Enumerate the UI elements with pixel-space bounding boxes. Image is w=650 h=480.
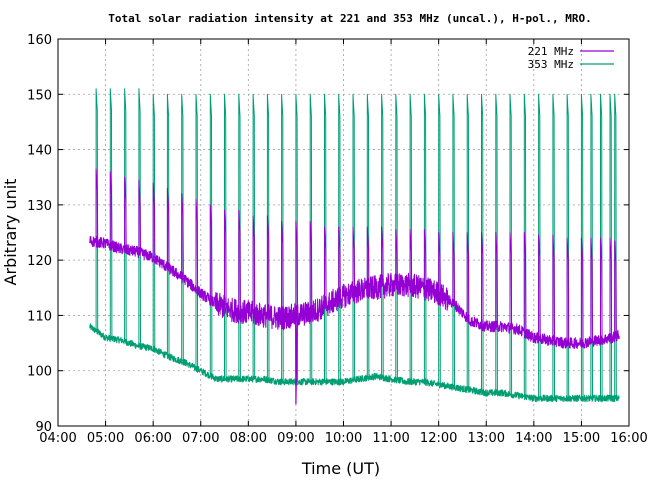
plot-frame: [57, 38, 630, 427]
y-tick-label: 100: [27, 365, 52, 380]
axis-ticks: 04:00 05:00 06:00 07:00 08:00 09:00 10:00 11:00…: [27, 33, 648, 446]
x-tick-label: 15:00: [563, 431, 600, 446]
y-tick-label: 150: [27, 88, 52, 103]
series-353-mhz-line: [89, 88, 620, 403]
legend-label-221: 221 MHz: [528, 45, 574, 58]
x-axis-label: Time (UT): [301, 459, 380, 478]
x-tick-label: 08:00: [230, 431, 267, 446]
x-tick-label: 05:00: [87, 431, 124, 446]
x-tick-label: 06:00: [134, 431, 171, 446]
x-tick-label: 16:00: [610, 431, 647, 446]
y-tick-label: 120: [27, 254, 52, 269]
y-tick-label: 140: [27, 144, 52, 159]
y-tick-label: 130: [27, 199, 52, 214]
y-tick-label: 160: [27, 33, 52, 48]
x-tick-label: 11:00: [372, 431, 409, 446]
grid-lines: [58, 39, 629, 426]
y-tick-label: 90: [35, 420, 52, 435]
series-221-path: [89, 168, 620, 405]
legend: 221 MHz 353 MHz: [528, 45, 614, 71]
x-tick-label: 04:00: [39, 431, 76, 446]
x-tick-label: 13:00: [468, 431, 505, 446]
x-tick-label: 12:00: [420, 431, 457, 446]
x-tick-label: 10:00: [325, 431, 362, 446]
chart-title: Total solar radiation intensity at 221 a…: [108, 12, 591, 25]
x-tick-label: 14:00: [515, 431, 552, 446]
series-353-path: [89, 88, 620, 403]
x-tick-label: 09:00: [277, 431, 314, 446]
y-axis-label: Arbitrary unit: [1, 179, 20, 286]
legend-label-353: 353 MHz: [528, 58, 574, 71]
y-tick-label: 110: [27, 309, 52, 324]
series-221-mhz-line: [89, 168, 620, 405]
x-tick-label: 07:00: [182, 431, 219, 446]
